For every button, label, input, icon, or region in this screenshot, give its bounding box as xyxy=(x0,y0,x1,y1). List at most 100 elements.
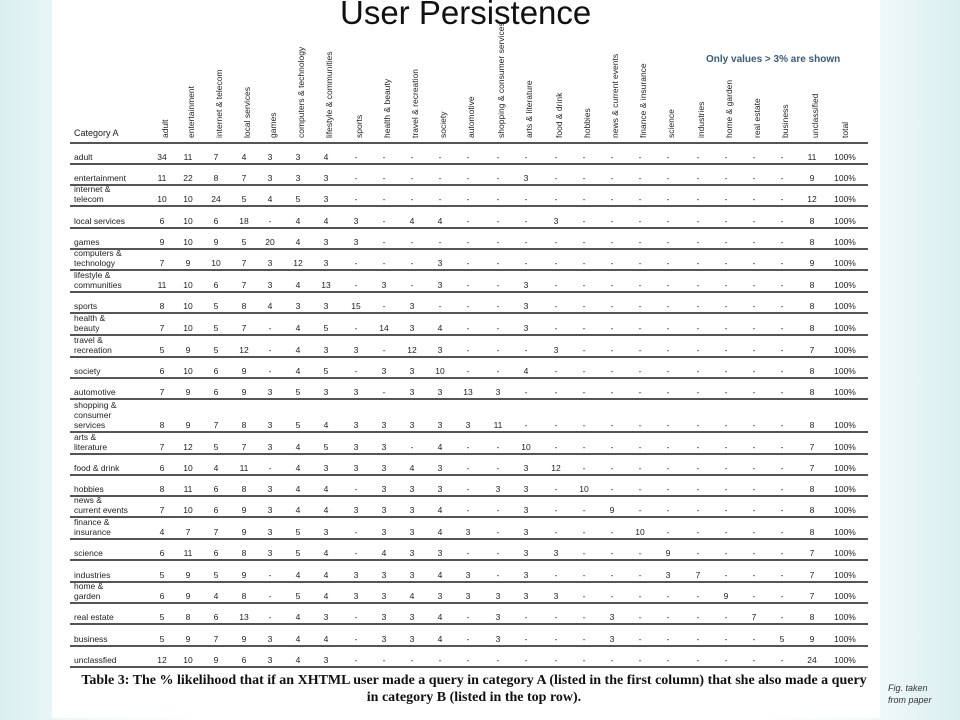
row-rule xyxy=(70,377,868,379)
table-cell: - xyxy=(554,442,558,452)
table-cell: - xyxy=(382,387,386,397)
header-rule xyxy=(70,142,868,144)
column-header: computers & technology xyxy=(296,46,306,138)
row-category-line: lifestyle & xyxy=(74,270,111,280)
table-cell: 3 xyxy=(353,505,359,515)
table-cell: - xyxy=(638,301,642,311)
row-category-label: entertainment xyxy=(74,173,154,183)
table-cell: - xyxy=(696,655,700,665)
table-cell: 9 xyxy=(241,634,247,644)
table-cell: - xyxy=(752,463,756,473)
column-header: travel & recreation xyxy=(410,69,420,138)
table-row: unclassfied 12 10 9 6 3 4 3 - - - - - - - - - - - - - - - - 24 10… xyxy=(0,646,880,665)
table-cell: 3 xyxy=(437,420,443,430)
table-cell: - xyxy=(466,612,470,622)
table-cell: 9 xyxy=(241,366,247,376)
table-cell: 3 xyxy=(523,463,529,473)
table-cell: 6 xyxy=(213,484,219,494)
table-cell: - xyxy=(582,301,586,311)
table-cell: 5 xyxy=(295,548,301,558)
table-cell: - xyxy=(696,420,700,430)
table-cell: - xyxy=(724,527,728,537)
table-cell: 3 xyxy=(523,484,529,494)
table-cell: 3 xyxy=(353,442,359,452)
table-cell: - xyxy=(752,194,756,204)
table-cell: - xyxy=(354,548,358,558)
table-cell: 3 xyxy=(267,634,273,644)
row-category-line: entertainment xyxy=(74,173,126,183)
table-cell: - xyxy=(582,612,586,622)
column-header: hobbies xyxy=(582,108,592,138)
table-cell: - xyxy=(724,323,728,333)
table-cell: - xyxy=(582,634,586,644)
table-cell: - xyxy=(666,484,670,494)
table-cell: - xyxy=(438,237,442,247)
table-cell: 3 xyxy=(323,387,329,397)
table-cell: - xyxy=(696,548,700,558)
table-cell: 10 xyxy=(183,194,193,204)
table-cell: 3 xyxy=(409,420,415,430)
table-cell: 3 xyxy=(267,258,273,268)
table-cell: - xyxy=(724,463,728,473)
table-cell: 4 xyxy=(295,442,301,452)
table-cell: 3 xyxy=(267,387,273,397)
row-category-line: shopping & xyxy=(74,400,117,410)
table-cell: - xyxy=(724,237,728,247)
table-cell: - xyxy=(780,366,784,376)
table-row: hobbies 8 11 6 8 3 4 4 - 3 3 3 - 3 3 - 10 - - - - - - - 8 100% xyxy=(0,475,880,494)
row-category-label: travel & recreation xyxy=(74,335,154,355)
table-cell: 9 xyxy=(665,548,671,558)
table-cell: - xyxy=(696,505,700,515)
column-header: entertainment xyxy=(186,86,196,138)
table-cell: - xyxy=(466,463,470,473)
table-cell: 3 xyxy=(437,484,443,494)
table-cell: 5 xyxy=(323,323,329,333)
table-cell: 4 xyxy=(437,612,443,622)
table-cell: 4 xyxy=(295,345,301,355)
table-cell: 6 xyxy=(159,548,165,558)
table-cell: 3 xyxy=(381,366,387,376)
table-cell: 3 xyxy=(323,173,329,183)
table-cell: - xyxy=(438,655,442,665)
table-cell: - xyxy=(496,548,500,558)
table-cell: 4 xyxy=(295,570,301,580)
table-cell: 3 xyxy=(495,634,501,644)
table-cell: - xyxy=(696,387,700,397)
table-cell: 3 xyxy=(465,591,471,601)
table-cell: - xyxy=(610,301,614,311)
table-row: science 6 11 6 8 3 5 4 - 4 3 3 - - 3 3 - - - 9 - - - - 7 100% xyxy=(0,539,880,558)
row-category-line: finance & xyxy=(74,517,110,527)
table-cell: - xyxy=(752,484,756,494)
row-category-line: arts & xyxy=(74,432,97,442)
table-cell: - xyxy=(638,366,642,376)
table-cell: 9 xyxy=(809,173,815,183)
table-cell: - xyxy=(524,237,528,247)
table-cell: 4 xyxy=(323,548,329,558)
table-cell: 5 xyxy=(779,634,785,644)
table-cell: 34 xyxy=(157,152,167,162)
table-cell: 13 xyxy=(321,280,331,290)
table-cell: - xyxy=(696,237,700,247)
table-row: health & beauty 7 10 5 7 - 4 5 - 14 3 4 - - 3 - - - - - - - - - 8… xyxy=(0,313,880,333)
table-cell: - xyxy=(638,280,642,290)
table-cell: - xyxy=(752,387,756,397)
row-rule xyxy=(70,495,868,497)
table-cell: - xyxy=(780,323,784,333)
total-cell: 100% xyxy=(834,301,856,311)
table-cell: - xyxy=(666,237,670,247)
table-cell: - xyxy=(666,591,670,601)
table-cell: 4 xyxy=(295,655,301,665)
table-cell: - xyxy=(268,612,272,622)
table-cell: - xyxy=(724,280,728,290)
table-cell: - xyxy=(610,366,614,376)
row-rule xyxy=(70,516,868,518)
total-cell: 100% xyxy=(834,280,856,290)
row-category-line: society xyxy=(74,366,101,376)
table-cell: 9 xyxy=(241,505,247,515)
table-cell: 3 xyxy=(409,548,415,558)
table-cell: 3 xyxy=(523,173,529,183)
table-cell: 4 xyxy=(323,570,329,580)
table-cell: 7 xyxy=(809,570,815,580)
table-cell: 10 xyxy=(183,323,193,333)
row-category-label: lifestyle & communities xyxy=(74,270,154,290)
